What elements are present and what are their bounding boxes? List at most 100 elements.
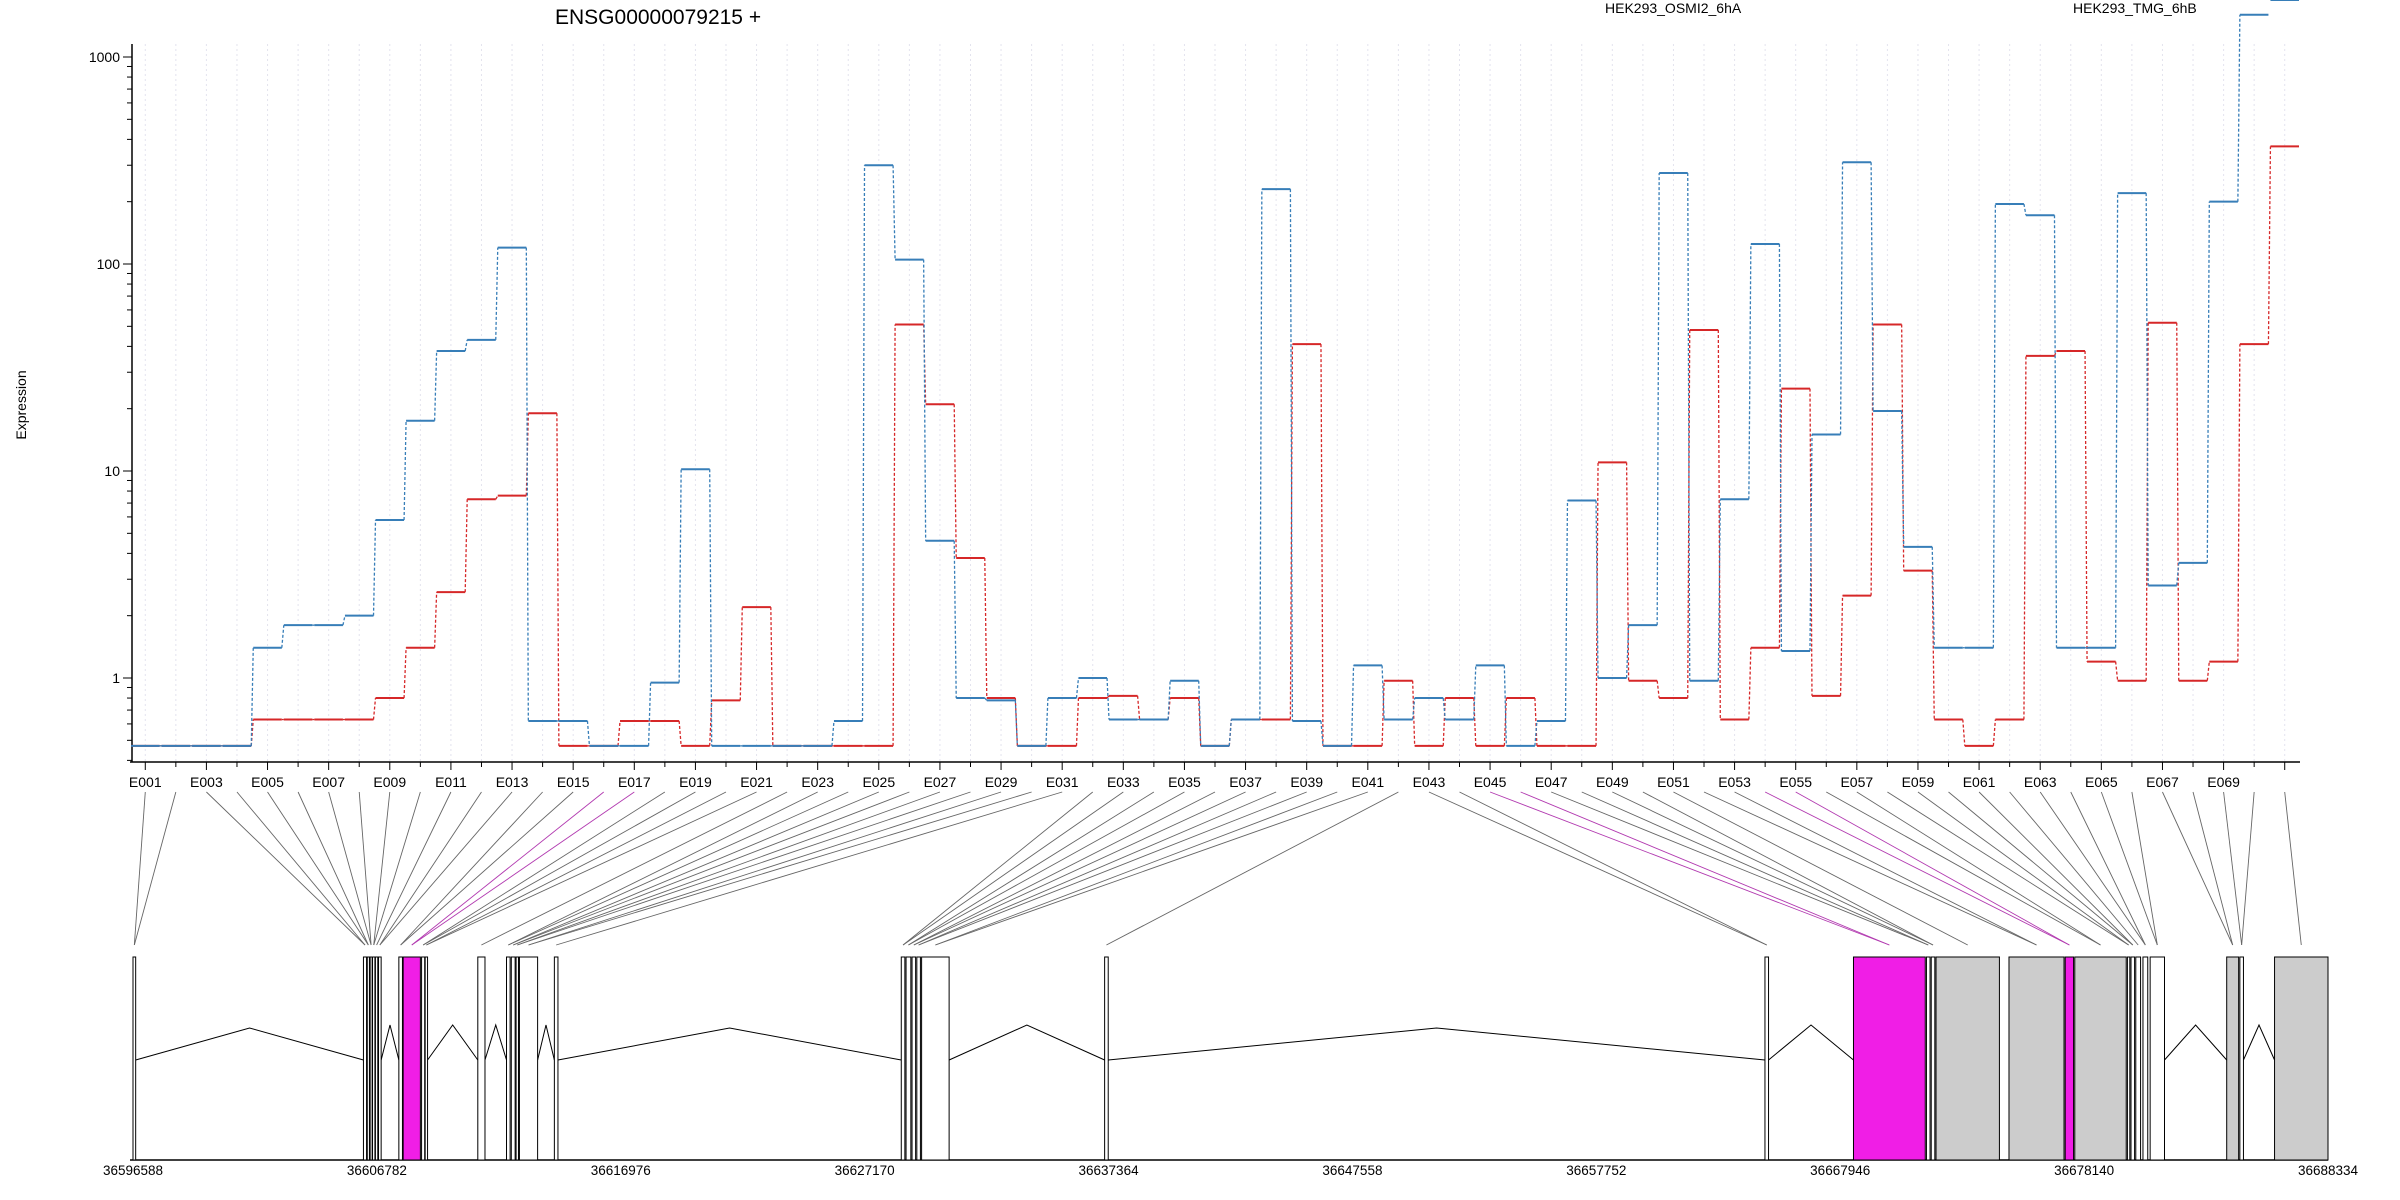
exon-connector xyxy=(1826,791,2101,946)
exon-connector xyxy=(1612,791,1934,946)
intron-line xyxy=(2242,1023,2276,1061)
series-2-connector xyxy=(1839,162,1844,435)
exon-block xyxy=(1935,956,2000,1161)
exon-block xyxy=(2008,956,2065,1161)
exon-tick-label: E063 xyxy=(2024,774,2057,790)
series-2-connector xyxy=(1381,665,1385,720)
exon-tick-label: E019 xyxy=(679,774,712,790)
series-1-connector xyxy=(1534,698,1538,746)
series-2-connector xyxy=(1350,665,1355,746)
series-1-connector xyxy=(1962,719,1966,746)
exon-connector xyxy=(513,791,910,946)
exon-connector xyxy=(556,791,1063,946)
series-1-connector xyxy=(922,324,927,405)
series-1-connector xyxy=(495,495,499,500)
series-1-connector xyxy=(2053,350,2058,357)
exon-tick-label: E015 xyxy=(557,774,590,790)
genomic-coordinate-label: 36647558 xyxy=(1322,1163,1382,1178)
exon-connector xyxy=(379,791,513,946)
exon-tick-label: E035 xyxy=(1168,774,1201,790)
x-axis: E001 E003 E005 E007 E009 E011 E013 E015 E017 E019… xyxy=(129,761,2300,790)
exon-connector xyxy=(513,791,879,946)
legend-series-1: HEK293_OSMI2_6hA xyxy=(1605,0,1742,16)
y-tick-label: 100 xyxy=(97,256,121,272)
series-1-connector xyxy=(1687,329,1691,699)
vertical-grid xyxy=(144,44,2286,762)
exon-connector xyxy=(517,791,941,946)
series-1-connector xyxy=(892,324,896,746)
series-1-connector xyxy=(2023,355,2027,720)
series-2-connector xyxy=(1717,499,1721,681)
y-axis-label: Expression xyxy=(13,370,29,439)
legend-series-2: HEK293_TMG_6hB xyxy=(2073,0,2197,16)
exon-connector xyxy=(908,791,1185,946)
exon-connector xyxy=(376,791,452,946)
exon-tick-label: E009 xyxy=(373,774,406,790)
series-2-connector xyxy=(1289,189,1294,721)
exon-block xyxy=(916,956,921,1161)
exon-tick-label: E003 xyxy=(190,774,223,790)
exon-connector xyxy=(2162,791,2234,946)
series-1-connector xyxy=(1442,698,1446,746)
exon-connector xyxy=(918,791,1277,946)
exon-tick-label: E011 xyxy=(435,774,467,790)
series-1-connector xyxy=(1503,698,1507,746)
series-1-connector xyxy=(250,719,254,746)
exon-block xyxy=(366,956,370,1161)
exon-block xyxy=(2149,956,2165,1161)
exon-block xyxy=(374,956,379,1161)
series-1-connector xyxy=(1625,462,1630,681)
exon-connector xyxy=(2284,791,2302,946)
exon-connector xyxy=(935,791,1338,946)
exon-block xyxy=(905,956,912,1161)
exon-block xyxy=(372,956,376,1161)
series-1-connector xyxy=(433,592,438,648)
series-1-connector xyxy=(709,700,713,746)
exon-block xyxy=(1764,956,1770,1161)
exon-connector xyxy=(528,791,1032,946)
chart-title: ENSG00000079215 + xyxy=(555,6,761,29)
series-2-connector xyxy=(1595,500,1599,679)
exon-tick-label: E007 xyxy=(312,774,345,790)
exon-tick-label: E027 xyxy=(924,774,957,790)
exon-connector xyxy=(1887,791,2129,946)
series-1-connector xyxy=(1901,324,1905,571)
series-2-connector xyxy=(525,247,529,721)
series-2-connector xyxy=(892,165,896,260)
series-2-connector xyxy=(984,697,988,701)
exon-connector xyxy=(1520,791,1890,946)
intron-line xyxy=(1768,1024,1854,1061)
exon-block xyxy=(510,956,516,1161)
series-2-connector xyxy=(1656,173,1660,626)
series-1-connector xyxy=(1778,388,1783,648)
series-2-connector xyxy=(678,469,682,683)
series-1-connector xyxy=(1320,344,1324,746)
series-1-connector xyxy=(1075,698,1080,746)
genomic-coordinate-label: 36688334 xyxy=(2298,1163,2359,1178)
series-1-connector xyxy=(1106,695,1110,699)
series-2-connector xyxy=(861,165,866,721)
exon-tick-label: E033 xyxy=(1107,774,1140,790)
exon-tick-label: E029 xyxy=(985,774,1018,790)
gene-model: 36596588 36606782 36616976 36627170 36637364… xyxy=(103,956,2359,1178)
plot-area xyxy=(131,0,2299,747)
series-2-connector xyxy=(2176,562,2180,586)
exon-connector xyxy=(1734,791,2037,946)
exon-block xyxy=(2064,956,2075,1161)
series-2-connector xyxy=(2237,14,2241,202)
series-1-connector xyxy=(2176,322,2180,681)
series-2-connector xyxy=(2114,193,2119,648)
exon-block xyxy=(900,956,906,1161)
exon-connector xyxy=(133,791,177,946)
exon-block xyxy=(1104,956,1109,1161)
exon-block xyxy=(421,956,426,1161)
exon-tick-label: E021 xyxy=(740,774,773,790)
exon-connector xyxy=(1764,791,2070,946)
genomic-coordinate-label: 36637364 xyxy=(1079,1163,1140,1178)
intron-line xyxy=(557,1027,902,1061)
exon-connector xyxy=(1795,791,2070,946)
series-2-connector xyxy=(922,259,927,541)
intron-line xyxy=(1108,1027,1765,1061)
y-tick-label: 1 xyxy=(112,670,120,686)
exon-tick-label: E051 xyxy=(1657,774,1690,790)
